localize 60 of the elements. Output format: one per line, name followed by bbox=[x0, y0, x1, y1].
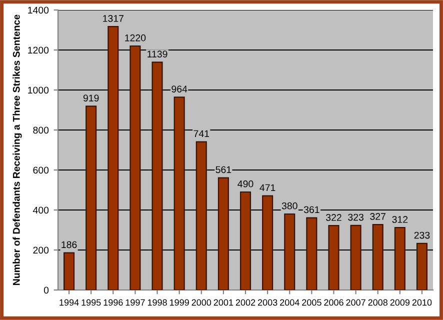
x-tick-label: 1997 bbox=[126, 299, 145, 306]
bar bbox=[262, 195, 274, 290]
x-tick-label: 2006 bbox=[324, 299, 344, 306]
x-tick-label: 1999 bbox=[170, 299, 189, 306]
x-tick-label: 1998 bbox=[148, 299, 167, 306]
y-tick-label: 1200 bbox=[28, 46, 49, 54]
bar bbox=[328, 225, 340, 290]
x-tick-label: 1994 bbox=[60, 299, 79, 306]
data-label: 233 bbox=[414, 232, 430, 239]
y-tick-label: 1000 bbox=[28, 86, 49, 94]
bar bbox=[218, 177, 229, 290]
bar bbox=[108, 26, 119, 290]
x-tick-label: 2002 bbox=[236, 299, 256, 306]
bar bbox=[86, 106, 97, 290]
data-label: 1139 bbox=[148, 50, 168, 58]
data-label: 741 bbox=[194, 130, 210, 138]
data-label: 322 bbox=[326, 214, 342, 221]
y-tick-label: 600 bbox=[33, 166, 49, 174]
bar bbox=[394, 227, 406, 290]
x-tick-label: 2001 bbox=[214, 299, 234, 306]
data-label: 1317 bbox=[103, 15, 124, 22]
bar bbox=[174, 96, 185, 290]
data-label: 490 bbox=[238, 180, 254, 188]
bar bbox=[306, 217, 318, 290]
data-label: 361 bbox=[304, 206, 320, 214]
x-tick-label: 1996 bbox=[104, 299, 123, 306]
x-tick-label: 2005 bbox=[302, 299, 322, 306]
bar bbox=[284, 213, 296, 290]
bar bbox=[196, 141, 207, 290]
data-label: 186 bbox=[62, 241, 77, 248]
x-tick-label: 2000 bbox=[192, 299, 212, 306]
data-label: 327 bbox=[370, 213, 386, 220]
bar bbox=[152, 62, 163, 290]
x-tick-label: 2004 bbox=[280, 299, 300, 306]
data-label: 964 bbox=[172, 86, 188, 92]
y-tick-label: 200 bbox=[33, 246, 49, 254]
x-tick-label: 1995 bbox=[82, 299, 101, 306]
y-axis-title: Number of Defendants Receiving a Three Strikes Sentence bbox=[12, 14, 22, 285]
bar bbox=[130, 45, 141, 290]
data-label: 323 bbox=[348, 214, 364, 221]
x-tick-label: 2003 bbox=[258, 299, 278, 306]
y-tick-label: 400 bbox=[32, 206, 49, 214]
bar bbox=[240, 191, 252, 290]
y-tick-label: 800 bbox=[33, 126, 49, 134]
data-label: 471 bbox=[260, 184, 276, 192]
bar bbox=[372, 224, 384, 290]
data-label: 561 bbox=[216, 166, 232, 174]
x-tick-label: 2010 bbox=[412, 299, 432, 306]
data-label: 312 bbox=[392, 216, 408, 223]
x-tick-label: 2007 bbox=[346, 299, 366, 306]
bar bbox=[64, 252, 75, 290]
bar bbox=[416, 242, 428, 290]
data-label: 919 bbox=[83, 94, 99, 102]
data-label: 380 bbox=[282, 202, 298, 210]
y-tick-label: 1400 bbox=[28, 6, 49, 14]
y-tick-label: 0 bbox=[44, 286, 49, 294]
data-label: 1220 bbox=[125, 34, 146, 42]
x-tick-label: 2009 bbox=[390, 299, 410, 306]
bar bbox=[350, 224, 362, 290]
x-tick-label: 2008 bbox=[368, 299, 388, 306]
